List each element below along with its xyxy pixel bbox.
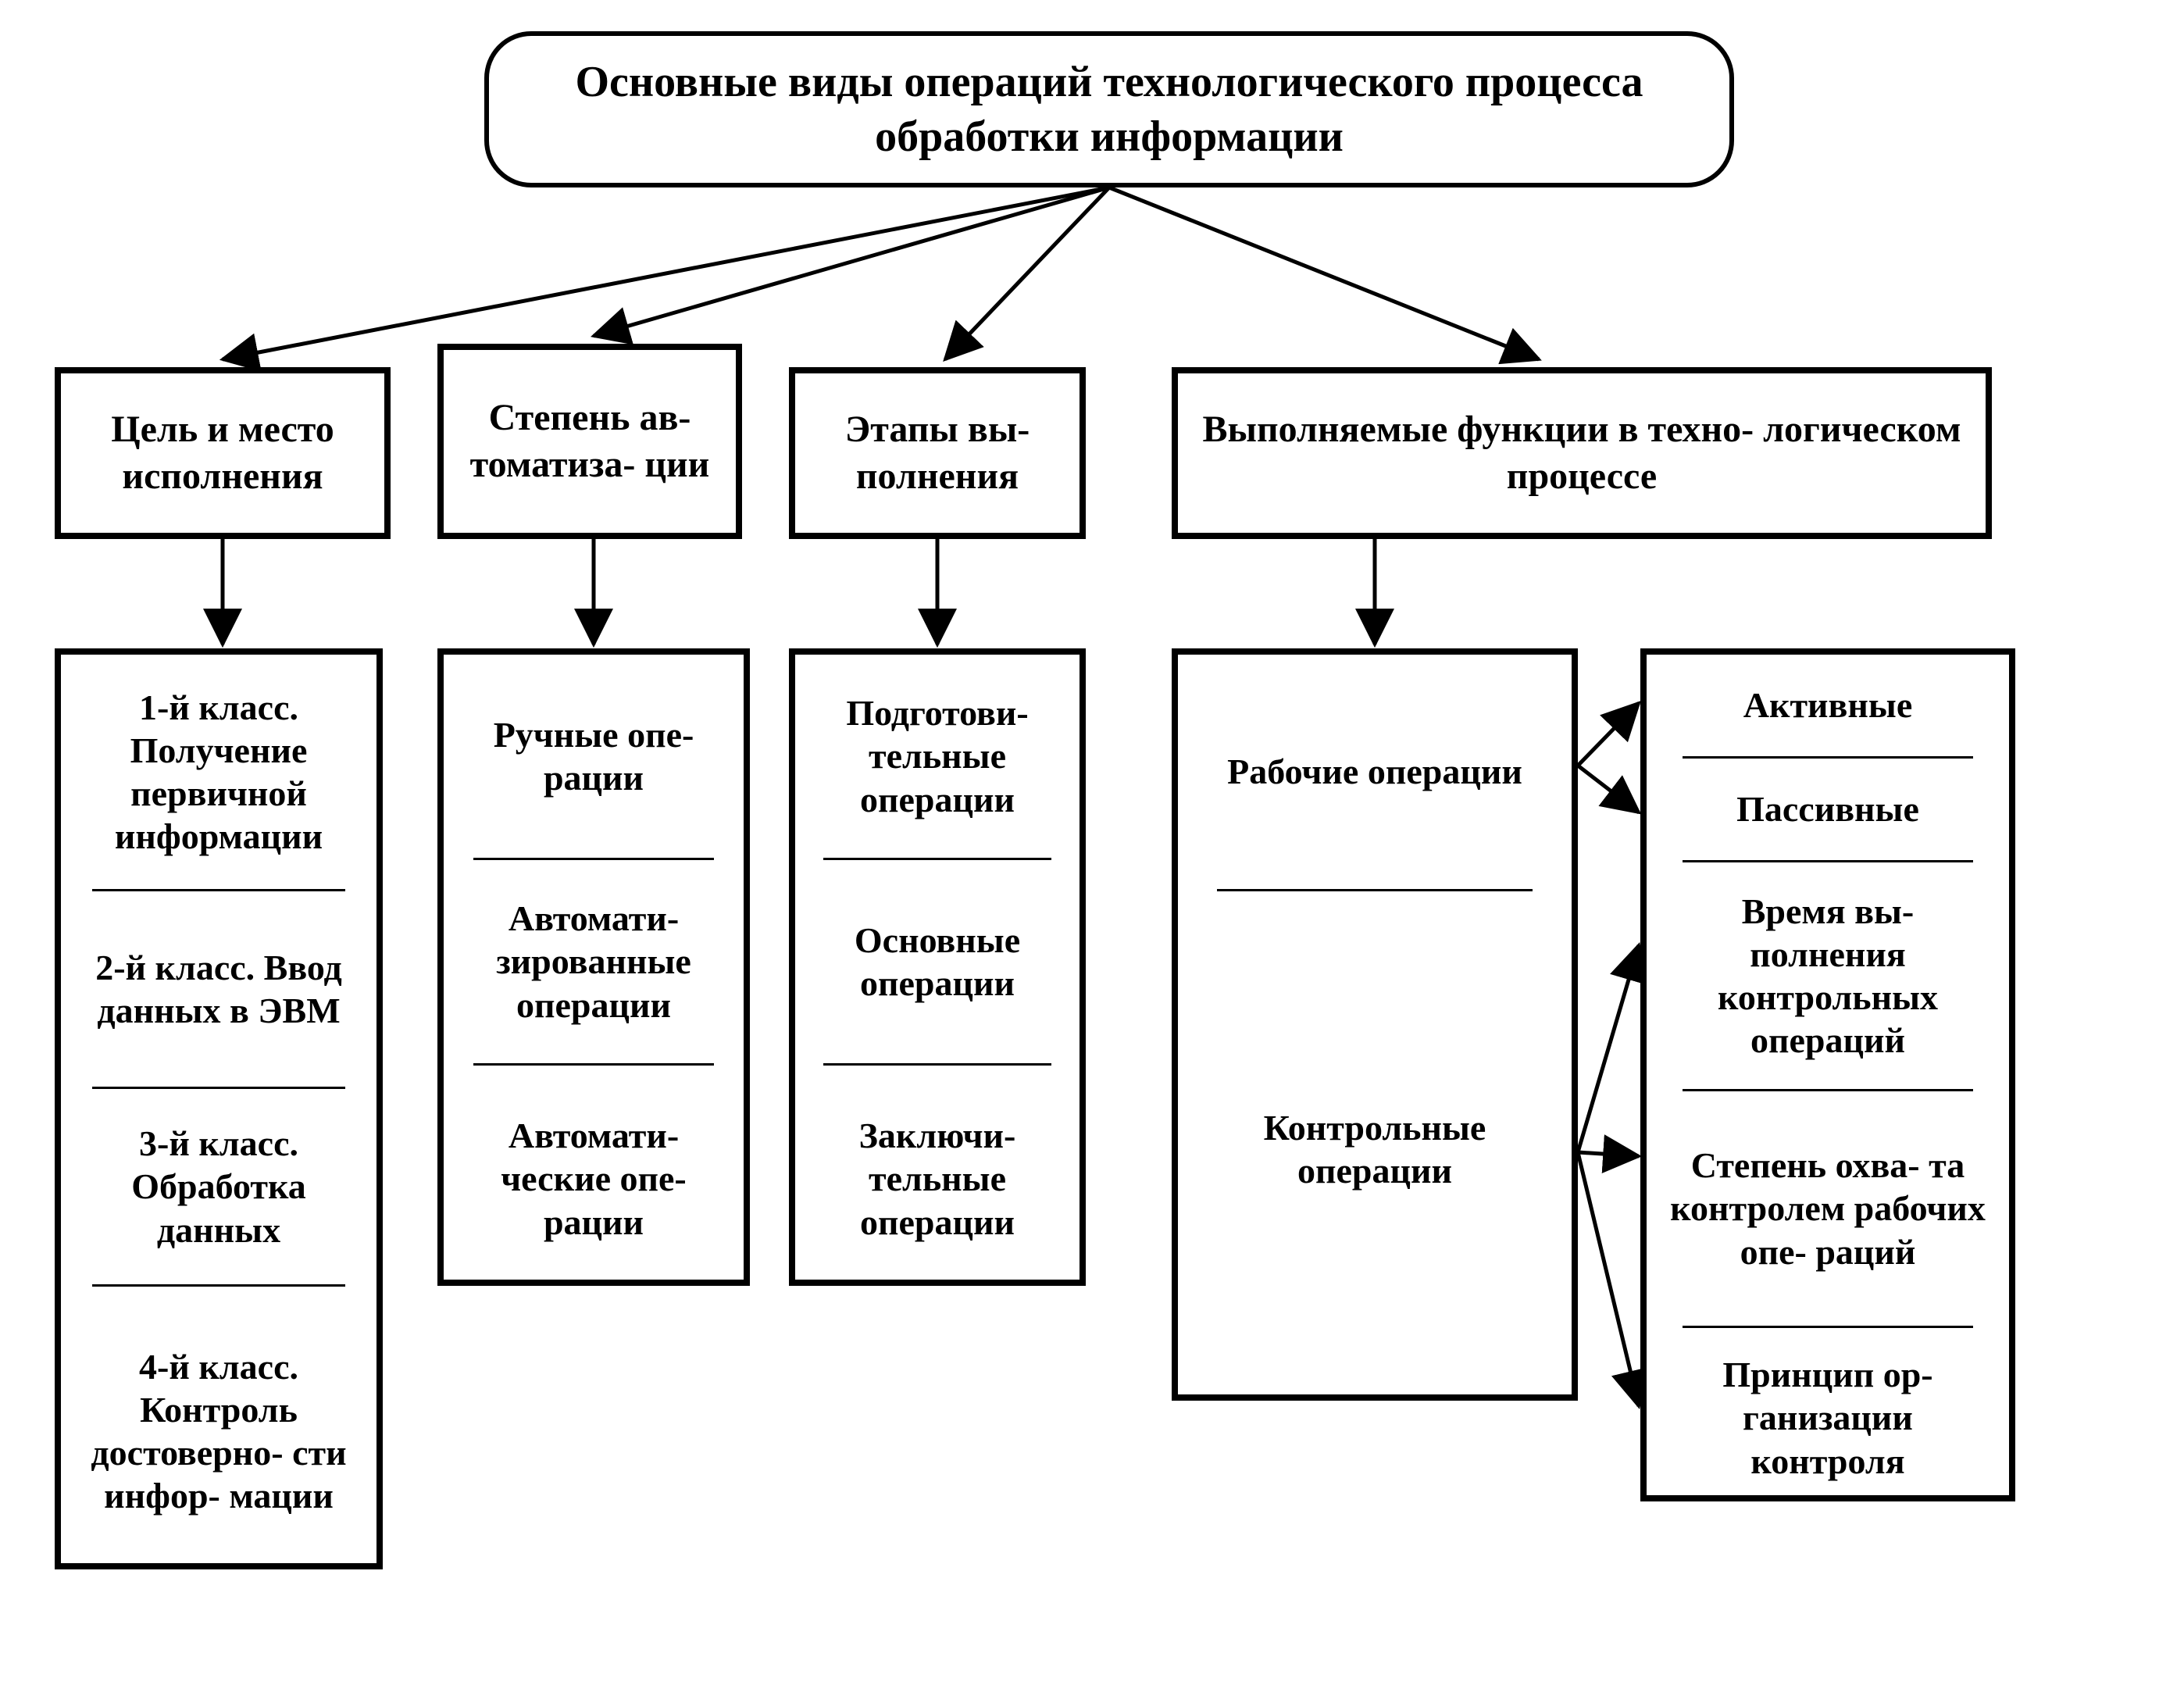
- column-goal-place: 1-й класс. Получение первичной информаци…: [55, 648, 383, 1569]
- category-automation-degree: Степень ав- томатиза- ции: [437, 344, 742, 539]
- column-cell: Основные операции: [795, 860, 1080, 1063]
- column-cell: Время вы- полнения контрольных операций: [1647, 862, 2009, 1089]
- diagram-title: Основные виды операций технологического …: [484, 31, 1734, 187]
- category-label: Цель и место исполнения: [75, 406, 370, 500]
- column-cell: Автомати- ческие опе- рации: [444, 1066, 744, 1292]
- column-cell: Принцип ор- ганизации контроля: [1647, 1328, 2009, 1508]
- column-cell: Рабочие операции: [1178, 655, 1572, 889]
- column-cell: Контрольные операции: [1178, 891, 1572, 1407]
- column-cell: Заключи- тельные операции: [795, 1066, 1080, 1292]
- category-label: Этапы вы- полнения: [809, 406, 1065, 500]
- category-functions-in-process: Выполняемые функции в техно- логическом …: [1172, 367, 1992, 539]
- category-label: Выполняемые функции в техно- логическом …: [1192, 406, 1972, 500]
- column-functions-primary: Рабочие операцииКонтрольные операции: [1172, 648, 1578, 1401]
- column-cell: Подготови- тельные операции: [795, 655, 1080, 858]
- diagram-canvas: Основные виды операций технологического …: [0, 0, 2184, 1703]
- column-cell: 2-й класс. Ввод данных в ЭВМ: [61, 891, 376, 1087]
- column-automation-degree: Ручные опе- рацииАвтомати- зированные оп…: [437, 648, 750, 1286]
- column-cell: Активные: [1647, 655, 2009, 756]
- diagram-title-text: Основные виды операций технологического …: [528, 55, 1690, 164]
- column-cell: 4-й класс. Контроль достоверно- сти инфо…: [61, 1287, 376, 1576]
- column-execution-stages: Подготови- тельные операцииОсновные опер…: [789, 648, 1086, 1286]
- column-cell: Степень охва- та контролем рабочих опе- …: [1647, 1091, 2009, 1326]
- column-cell: 3-й класс. Обработка данных: [61, 1089, 376, 1284]
- column-cell: Ручные опе- рации: [444, 655, 744, 858]
- category-goal-place: Цель и место исполнения: [55, 367, 391, 539]
- category-label: Степень ав- томатиза- ции: [458, 395, 722, 488]
- column-cell: Пассивные: [1647, 759, 2009, 860]
- category-execution-stages: Этапы вы- полнения: [789, 367, 1086, 539]
- column-functions-secondary: АктивныеПассивныеВремя вы- полнения конт…: [1640, 648, 2015, 1501]
- column-cell: Автомати- зированные операции: [444, 860, 744, 1063]
- column-cell: 1-й класс. Получение первичной информаци…: [61, 655, 376, 889]
